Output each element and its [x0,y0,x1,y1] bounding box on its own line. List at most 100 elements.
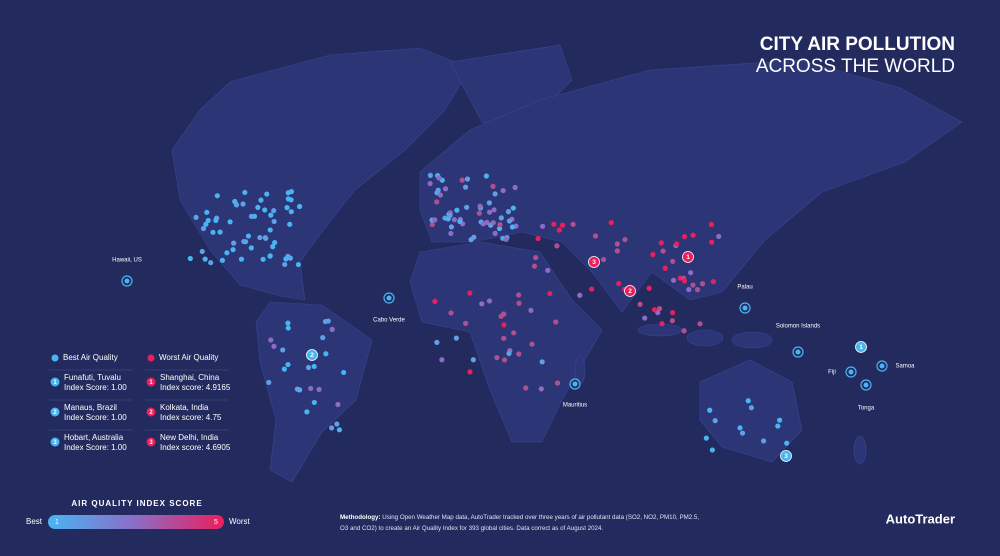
city-dot [334,421,340,427]
score: Index Score: 1.00 [64,443,127,452]
pin-ring [121,275,133,287]
city-dot [614,248,620,254]
city-dot [512,184,518,191]
city: Shanghai, China [160,373,220,382]
score: Index Score: 1.00 [64,413,127,422]
city-dot [497,222,503,228]
city-dot [658,240,664,246]
city-dot [204,209,210,215]
city-dot [659,321,665,327]
city: New Delhi, India [160,433,219,442]
city-dot [202,256,208,262]
city-dot [219,257,226,263]
city-dot [556,227,562,233]
pins: Hawaii, US Cabo Verde Mauritius Palau Solomo… [112,251,915,462]
city-dot [498,215,504,221]
city-dot [227,219,233,225]
city-dot [304,409,310,415]
city-dot [464,176,471,182]
rank-pin-label: 1 [859,344,863,351]
city-dot [483,173,489,179]
city-dot [208,260,214,266]
city-dot [656,305,663,312]
legend-title: AIR QUALITY INDEX SCORE [71,499,202,508]
city-dot [255,204,261,210]
city-dot [531,263,538,269]
pin-ring [569,378,581,390]
pin-dot [742,305,748,311]
city-dot [501,357,508,363]
city-dot [477,203,483,209]
city-dot [739,430,746,436]
city-dot [547,290,553,297]
rank-number: 1 [53,380,57,386]
city-dot [703,435,709,441]
city-dot [494,354,500,361]
city-dot [210,229,216,235]
city-dot [486,298,493,304]
rank-badge [146,377,156,387]
city-dot [516,351,522,357]
city-dot [281,366,287,372]
rank-pin [306,349,318,361]
city-dot [284,205,290,211]
city-dot [554,380,561,386]
city-dot [262,207,268,213]
city-dot [650,251,656,258]
city-dot [748,405,755,411]
city-dot [230,247,236,253]
pin-dot [124,278,130,284]
city-dot [248,245,254,251]
city-dots [187,172,790,453]
city-dot [492,191,498,197]
heading-dot [147,354,155,362]
city-dot [285,325,291,331]
city-dot [670,258,676,265]
city-dot [690,232,696,238]
city-dot [448,310,454,316]
city-dot [776,417,783,423]
pin-ring [876,360,888,372]
city-dot [268,337,274,343]
city-dot [490,183,496,189]
city-dot [670,277,677,283]
rank-pin [780,450,792,462]
city-dot [589,286,595,292]
map-label: Hawaii, US [112,258,142,264]
city-dot [592,233,599,239]
city-dot [285,320,291,326]
city-dot [341,369,347,376]
city-dot [709,447,715,453]
city-dot [248,213,255,219]
city-dot [217,229,223,235]
city-dot [454,207,460,213]
city-dot [288,197,294,203]
rank-number: 1 [149,380,153,386]
city-dot [491,207,497,213]
city-dot [233,202,240,208]
city-dot [681,233,688,240]
city-dot [616,281,622,287]
city-dot [308,385,314,392]
city-dot [516,292,522,298]
city-dot [500,187,506,194]
city-dot [608,220,614,226]
city-dot [642,315,648,321]
rank-pin-label: 3 [784,453,788,460]
legend-worst: Worst [229,517,251,526]
city-dot [311,399,317,406]
city-dot [492,230,498,236]
rank-pin-label: 2 [628,288,632,295]
city-dot [257,234,263,241]
city-dot [516,300,522,306]
city-dot [707,407,713,413]
title-line1: CITY AIR POLLUTION [760,34,955,55]
city-dot [545,267,551,273]
city-dot [448,224,455,230]
city-dot [451,217,457,223]
city: Manaus, Brazil [64,403,117,412]
city-dot [523,385,529,391]
city-dot [479,301,485,307]
city-dot [622,236,628,243]
